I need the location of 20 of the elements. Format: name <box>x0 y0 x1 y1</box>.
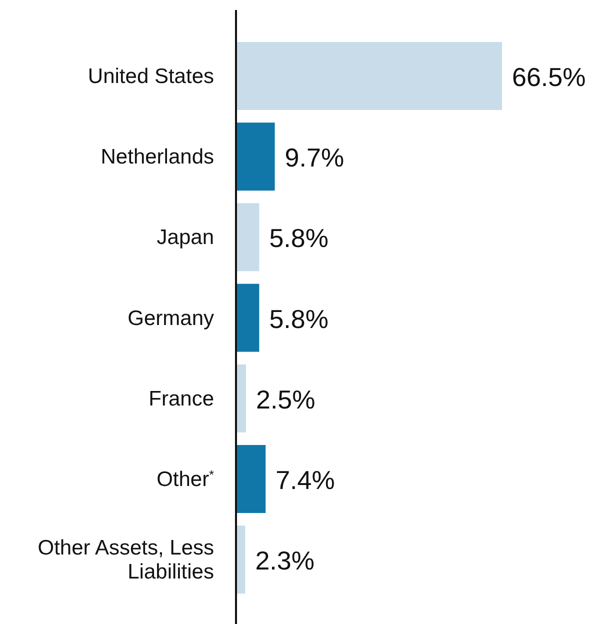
bar <box>236 203 260 272</box>
data-label: 2.5% <box>256 384 316 414</box>
data-label: 2.3% <box>255 546 314 576</box>
bar <box>236 122 275 191</box>
data-label: 5.8% <box>269 223 328 254</box>
data-label: 66.5% <box>512 62 586 92</box>
bar <box>236 364 246 432</box>
y-tick-label: Other Assets, Less Liabilities <box>38 536 214 584</box>
bar <box>236 284 260 352</box>
bar <box>236 42 502 110</box>
y-tick-label: Other$^{*}$ <box>156 468 214 491</box>
y-tick-label: Netherlands <box>100 146 214 169</box>
data-label: 5.8% <box>269 304 328 334</box>
y-tick-label: Japan <box>156 226 214 250</box>
data-label: 7.4% <box>276 465 335 495</box>
y-tick-label: Germany <box>128 306 214 330</box>
y-tick-label: United States <box>88 65 214 88</box>
data-label: 9.7% <box>284 142 344 173</box>
bar <box>236 445 266 513</box>
y-tick-label: France <box>148 387 214 410</box>
